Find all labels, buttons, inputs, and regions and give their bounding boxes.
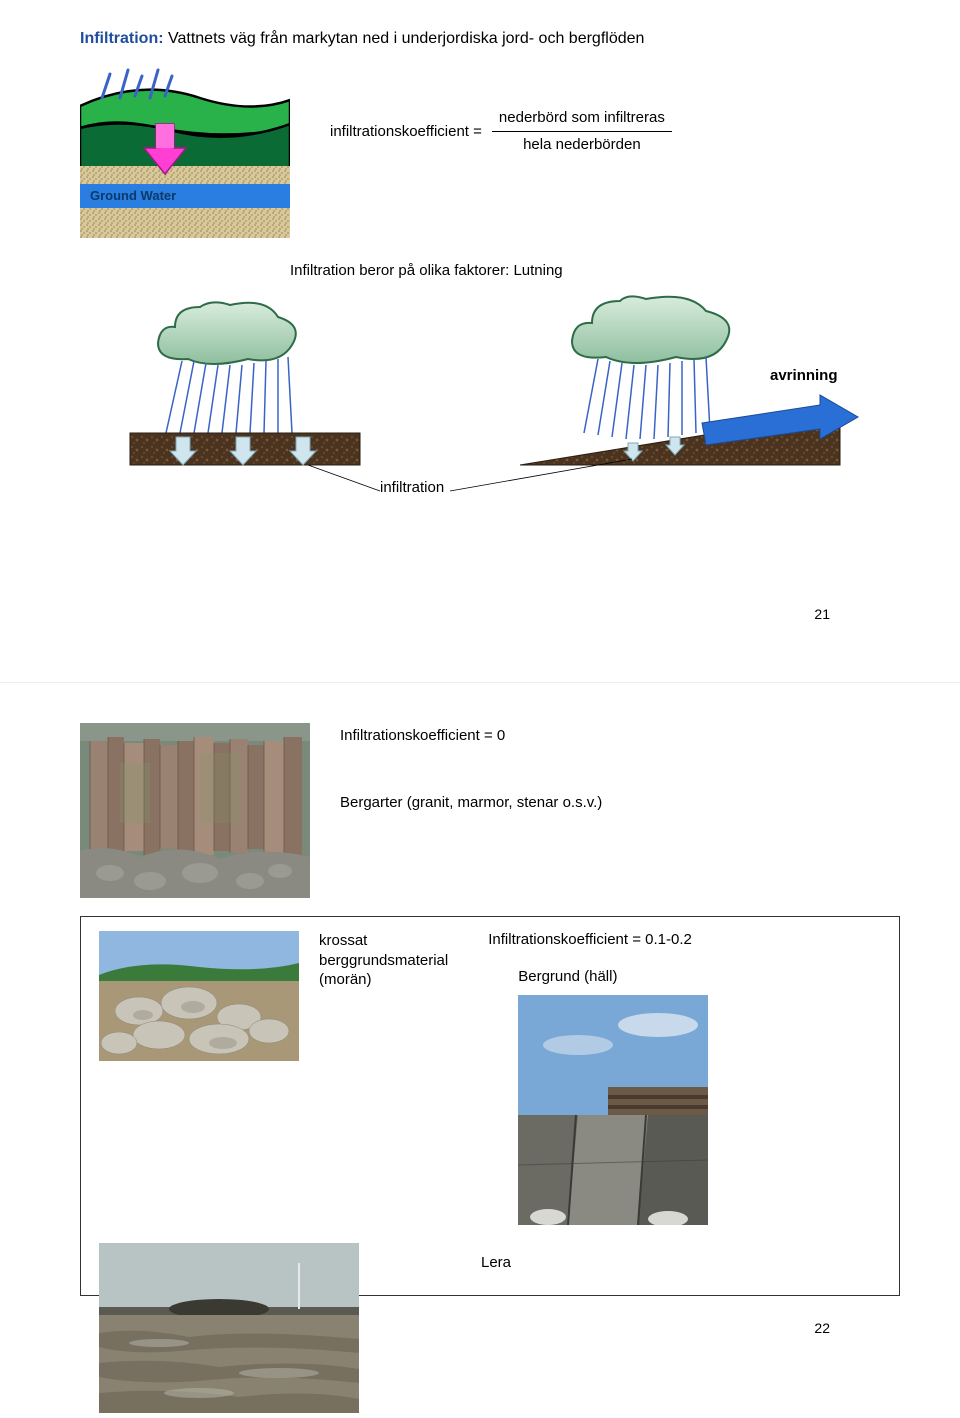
- title-rest: Vattnets väg från markytan ned i underjo…: [164, 30, 645, 47]
- coef-range: Infiltrationskoefficient = 0.1-0.2: [488, 931, 708, 948]
- fraction-denominator: hela nederbörden: [523, 135, 641, 155]
- coefficient-formula: infiltrationskoefficient = nederbörd som…: [330, 108, 672, 154]
- groundwater-diagram: Ground Water: [80, 68, 290, 238]
- slope-diagrams: infiltration avrinning: [80, 295, 900, 495]
- lera-label: Lera: [481, 1254, 511, 1271]
- rock-text-block: Infiltrationskoefficient = 0 Bergarter (…: [340, 723, 602, 861]
- bergrund-label: Bergrund (häll): [518, 968, 708, 985]
- krossat-1: krossat: [319, 931, 448, 951]
- page-number: 21: [814, 606, 830, 622]
- fraction-line: [492, 131, 672, 132]
- krossat-2: berggrundsmaterial: [319, 951, 448, 971]
- coef-zero: Infiltrationskoefficient = 0: [340, 727, 602, 744]
- fraction: nederbörd som infiltreras hela nederbörd…: [492, 108, 672, 154]
- rock-top-row: Infiltrationskoefficient = 0 Bergarter (…: [80, 723, 900, 898]
- box-labels: krossat berggrundsmaterial (morän) Infil…: [319, 931, 881, 1225]
- box-top-row: krossat berggrundsmaterial (morän) Infil…: [99, 931, 881, 1225]
- page-number: 22: [814, 1320, 830, 1336]
- factors-text: Infiltration beror på olika faktorer: Lu…: [290, 262, 900, 279]
- box-right-col: Infiltrationskoefficient = 0.1-0.2 Bergr…: [488, 931, 708, 1225]
- krossat-3: (morän): [319, 970, 448, 990]
- slide-title: Infiltration: Vattnets väg från markytan…: [80, 30, 900, 48]
- haell-image: [518, 995, 708, 1225]
- fraction-numerator: nederbörd som infiltreras: [499, 108, 665, 128]
- material-box: krossat berggrundsmaterial (morän) Infil…: [80, 916, 900, 1296]
- slope-svg: [80, 295, 900, 495]
- slide-21: Infiltration: Vattnets väg från markytan…: [0, 0, 960, 683]
- slide-22: Infiltrationskoefficient = 0 Bergarter (…: [0, 683, 960, 1366]
- infiltration-label: infiltration: [380, 479, 444, 496]
- krossat-label: krossat berggrundsmaterial (morän): [319, 931, 448, 1225]
- rock-columns-image: [80, 723, 310, 898]
- moraine-image: [99, 931, 299, 1061]
- avrinning-label: avrinning: [770, 367, 838, 384]
- row-diagram-formula: Ground Water infiltrationskoefficient = …: [80, 68, 900, 238]
- bergarter-text: Bergarter (granit, marmor, stenar o.s.v.…: [340, 794, 602, 811]
- title-prefix: Infiltration:: [80, 30, 164, 47]
- lera-image: [99, 1243, 359, 1413]
- coef-label: infiltrationskoefficient =: [330, 123, 482, 140]
- groundwater-label: Ground Water: [90, 188, 176, 203]
